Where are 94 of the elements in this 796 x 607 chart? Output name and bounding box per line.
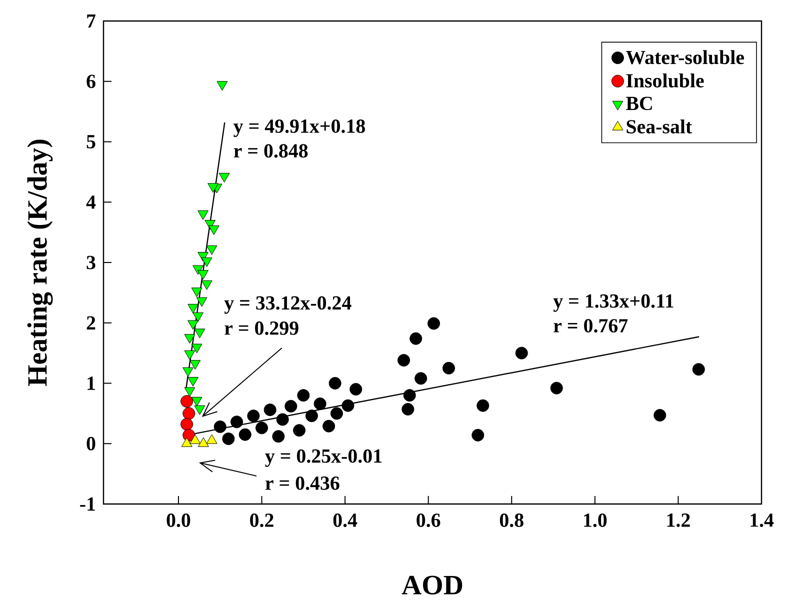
point [180,395,194,408]
point [284,400,298,412]
point [654,409,666,422]
point [182,407,196,420]
x-tick-label: 0.6 [416,514,440,528]
point [194,328,206,338]
point [230,416,244,428]
y-tick-label: 7 [87,14,96,28]
point [264,404,276,416]
x-tick-label: 1.2 [667,514,690,527]
point [216,81,228,91]
point [198,437,209,447]
point [550,382,563,394]
point [328,377,342,390]
point [191,344,202,354]
x-tick-label: 0.2 [250,514,274,528]
point [342,399,354,412]
point [206,245,218,255]
legend-label: Sea-salt [626,119,692,134]
point [190,434,201,444]
point [218,172,230,182]
point [322,420,336,432]
point [515,346,528,360]
annotation: y = 33.12x-0.24 [224,296,352,314]
point [238,428,252,441]
point [403,389,416,402]
point [276,413,289,426]
y-tick-label: 6 [86,74,96,88]
x-axis-title: AOD [402,576,462,595]
point [191,288,202,298]
y-tick-label: 1 [88,376,95,390]
legend-label: Water-soluble [626,50,744,64]
y-tick-label: -1 [80,497,95,511]
y-tick-label: 2 [86,316,96,330]
legend-label: BC [626,96,652,110]
y-axis-title: Heating rate (K/day) [27,140,53,386]
annotation: r = 0.767 [554,319,628,333]
point [194,405,206,415]
point [292,424,306,437]
point [188,320,198,330]
annotation: y = 1.33x+0.11 [553,294,674,312]
point [208,225,220,235]
point [442,362,455,374]
legend-label: Insoluble [626,73,704,88]
point [201,257,212,267]
point [188,376,198,386]
point [184,387,196,397]
point [414,372,428,385]
y-tick-label: 3 [86,256,96,270]
point [472,428,484,442]
x-tick-label: 1.4 [750,514,774,527]
point [198,210,208,220]
point [398,354,410,367]
point [692,363,705,376]
point [181,437,192,447]
point [190,360,201,370]
x-tick-label: 1.0 [584,514,607,528]
y-tick-label: 5 [86,135,96,148]
point [191,396,202,406]
point [214,420,226,433]
point [182,367,194,377]
annotation: y = 0.25x-0.01 [265,449,382,467]
point [247,410,260,422]
annotation: r = 0.436 [265,476,340,490]
point [198,270,208,280]
point [314,398,326,410]
point [192,312,204,322]
point [206,434,218,444]
point [256,422,268,434]
point [184,350,196,360]
point [222,432,235,446]
point [208,183,218,193]
point [305,410,318,422]
point [428,317,440,330]
point [350,383,362,396]
point [330,407,343,420]
point [196,297,208,307]
point [476,399,490,412]
y-tick-label: 0 [86,436,96,450]
point [410,332,422,345]
point [297,389,310,402]
point [180,418,194,431]
y-tick-label: 4 [86,196,96,209]
annotation: r = 0.299 [224,321,298,335]
point [201,280,212,290]
x-tick-label: 0.0 [166,514,190,528]
x-tick-label: 0.4 [333,514,358,528]
point [272,430,285,443]
point [184,334,196,344]
point [402,402,414,416]
point [188,304,198,314]
x-tick-label: 0.8 [500,514,524,528]
annotation: r = 0.848 [234,144,308,158]
annotation: y = 49.91x+0.18 [234,119,365,137]
